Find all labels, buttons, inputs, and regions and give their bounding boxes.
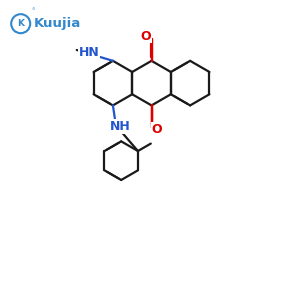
Text: O: O xyxy=(152,123,162,136)
Text: °: ° xyxy=(32,8,35,14)
Text: K: K xyxy=(17,19,24,28)
Text: HN: HN xyxy=(79,46,99,59)
Text: O: O xyxy=(141,30,152,43)
Text: NH: NH xyxy=(110,120,131,133)
Text: Kuujia: Kuujia xyxy=(34,17,81,30)
